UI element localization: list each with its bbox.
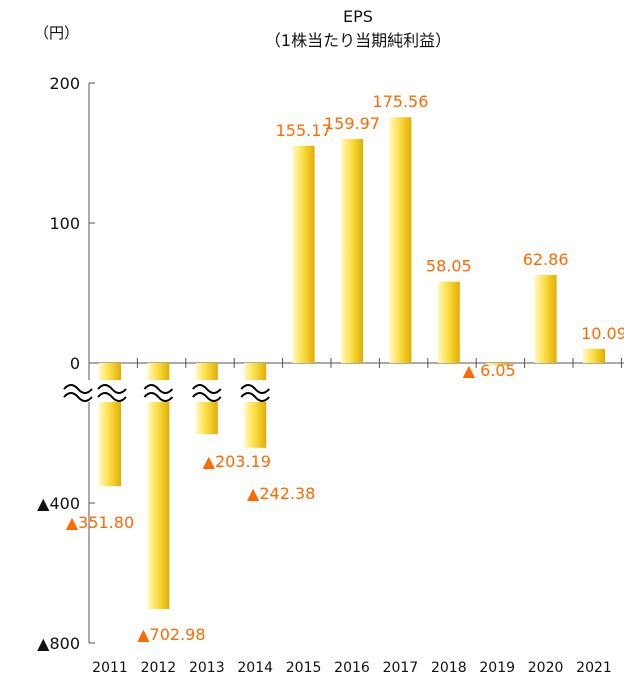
axis-break-icon xyxy=(240,384,270,394)
bar-2017 xyxy=(389,117,412,363)
y-tick-label: 200 xyxy=(49,74,80,93)
x-tick-label: 2019 xyxy=(479,660,515,676)
data-label: 10.09 xyxy=(581,324,624,343)
y-tick-label: ▲400 xyxy=(37,494,80,513)
y-tick-label: 0 xyxy=(70,354,80,373)
bar-2021 xyxy=(583,348,605,363)
chart-title: EPS xyxy=(343,7,373,26)
bar-2014 xyxy=(244,363,267,448)
bar-2012 xyxy=(147,363,170,610)
chart-subtitle: （1株当たり当期純利益） xyxy=(265,31,451,50)
data-label: ▲351.80 xyxy=(66,513,134,532)
axis-break-icon xyxy=(143,384,174,394)
data-label: ▲702.98 xyxy=(137,625,205,644)
bar-2020 xyxy=(534,274,557,363)
axis-break-icon xyxy=(192,384,222,394)
x-tick-label: 2020 xyxy=(528,660,564,676)
data-label: ▲ 6.05 xyxy=(463,361,516,380)
x-tick-label: 2013 xyxy=(189,660,225,676)
axis-break-icon xyxy=(97,384,127,394)
y-tick-label: 100 xyxy=(49,214,80,233)
data-label: ▲242.38 xyxy=(247,484,315,503)
bar-2018 xyxy=(437,281,460,363)
x-tick-label: 2015 xyxy=(286,660,322,676)
axis-break-icon xyxy=(143,392,174,402)
data-label: 155.17 xyxy=(276,121,332,140)
axis-break-icon xyxy=(240,392,270,402)
x-tick-label: 2011 xyxy=(92,660,128,676)
x-tick-label: 2012 xyxy=(141,660,177,676)
axis-break-icon xyxy=(63,384,93,394)
axis-break-icon xyxy=(97,392,127,402)
bar-2019 xyxy=(486,363,509,366)
data-label: 58.05 xyxy=(426,257,472,276)
bar-2016 xyxy=(341,139,363,363)
x-tick-label: 2017 xyxy=(383,660,419,676)
axis-break-icon xyxy=(192,392,222,402)
data-label: ▲203.19 xyxy=(203,452,271,471)
data-label: 175.56 xyxy=(372,92,428,111)
x-tick-label: 2021 xyxy=(576,660,612,676)
data-label: 62.86 xyxy=(523,250,569,269)
chart-marks: 200 100 0 ▲400 ▲800 2011 ▲351.80 2012 ▲702.98 201… xyxy=(37,74,624,676)
x-tick-label: 2018 xyxy=(431,660,467,676)
x-tick-label: 2014 xyxy=(237,660,273,676)
bar-2015 xyxy=(292,145,315,363)
y-tick-label: ▲800 xyxy=(37,634,80,653)
data-label: 159.97 xyxy=(324,114,380,133)
axis-break-icon xyxy=(63,392,93,402)
x-tick-label: 2016 xyxy=(334,660,370,676)
unit-label: （円） xyxy=(34,24,79,42)
